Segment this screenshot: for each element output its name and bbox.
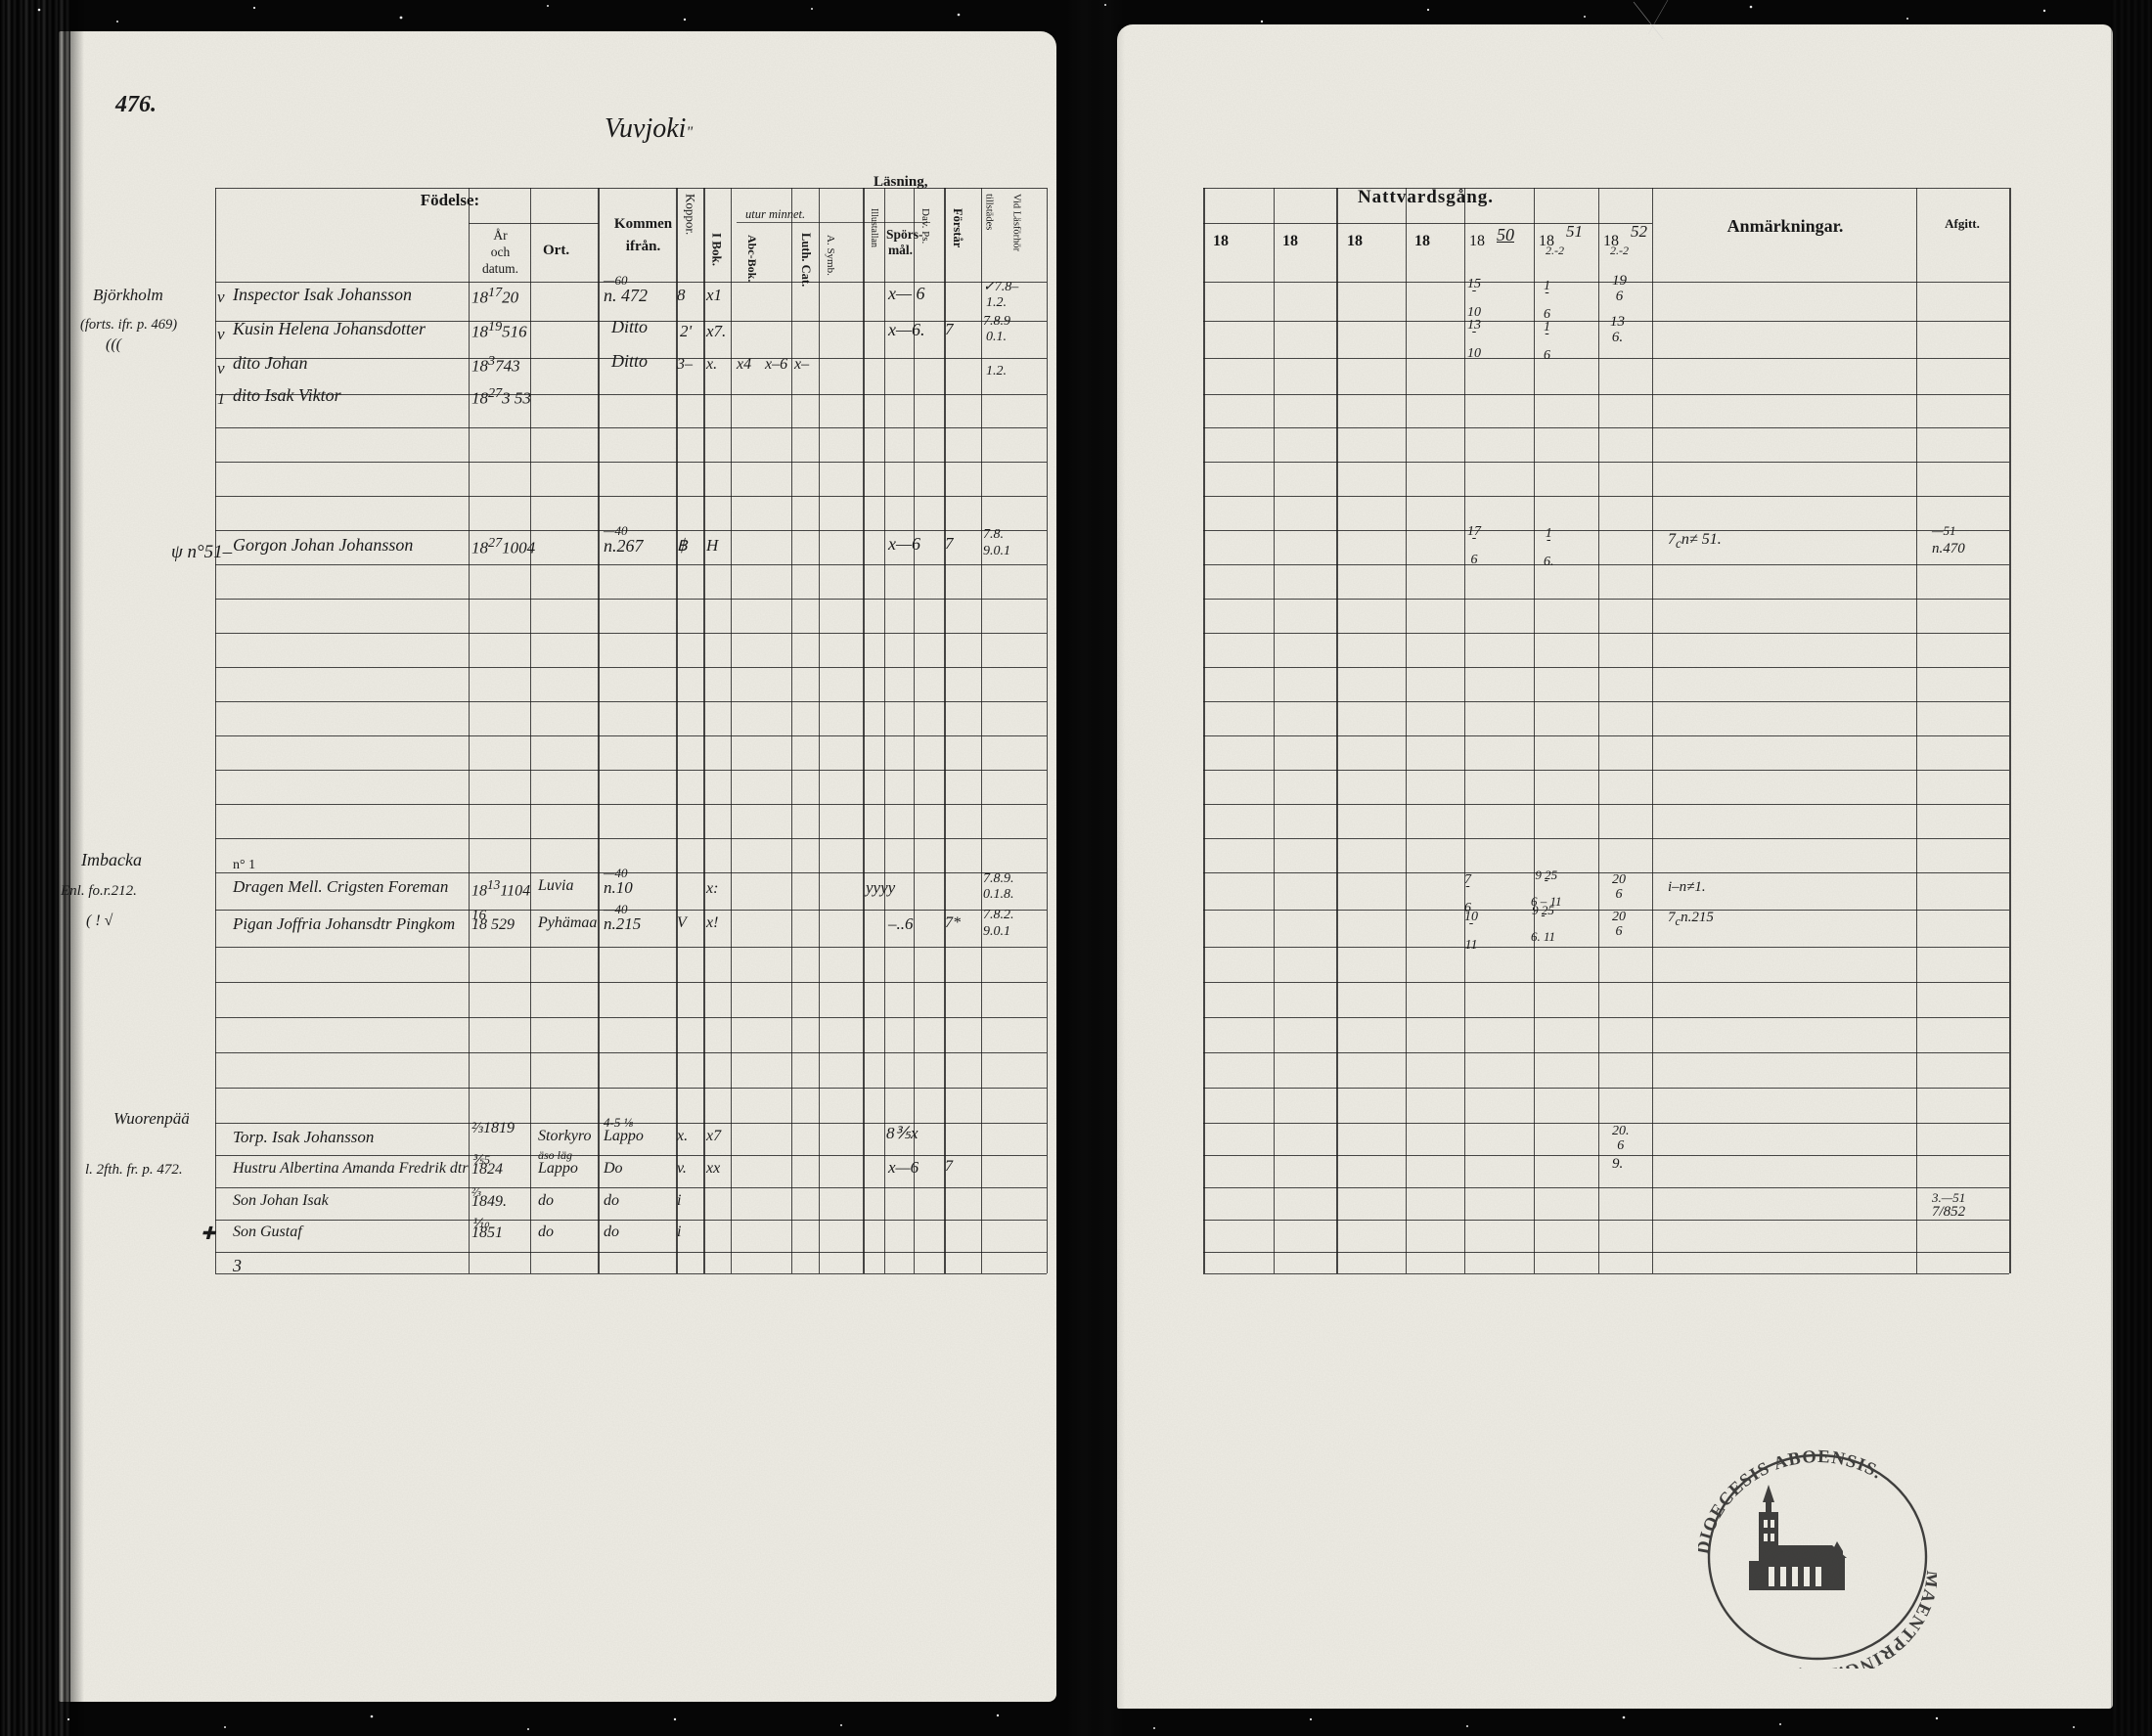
svg-text:DIOECESIS ABOENSIS.: DIOECESIS ABOENSIS. — [1698, 1447, 1886, 1556]
